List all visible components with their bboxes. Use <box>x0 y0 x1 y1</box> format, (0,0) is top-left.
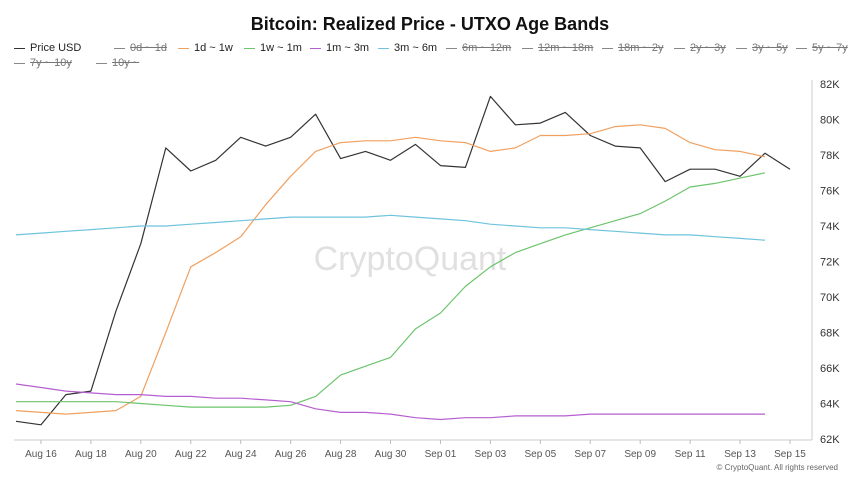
y-tick-label: 78K <box>820 150 840 162</box>
legend-label: 1w ~ 1m <box>260 42 302 54</box>
y-axis: 62K 64K 66K 68K 70K 72K 74K 76K 78K 80K 82K <box>820 79 840 446</box>
x-tick-label: Sep 15 <box>774 449 806 460</box>
legend-item[interactable]: 1w ~ 1m <box>244 42 302 54</box>
x-tick-label: Sep 11 <box>675 449 706 460</box>
legend-item[interactable]: 3m ~ 6m <box>378 42 437 54</box>
legend-swatch <box>14 47 25 49</box>
legend-swatch <box>378 47 389 49</box>
series-line-1d-1w <box>15 124 766 415</box>
legend-item[interactable]: 5y ~ 7y <box>796 42 848 54</box>
x-axis: Aug 16 Aug 18 Aug 20 Aug 22 Aug 24 Aug 26 Aug … <box>25 440 806 460</box>
legend-item[interactable]: 3y ~ 5y <box>736 42 788 54</box>
legend-item[interactable]: 0d ~ 1d <box>114 42 167 54</box>
x-tick-label: Aug 28 <box>325 449 357 460</box>
legend-label: 2y ~ 3y <box>690 42 726 54</box>
legend-label: 6m ~ 12m <box>462 42 512 54</box>
x-tick-label: Aug 16 <box>25 449 57 460</box>
legend-label: 3m ~ 6m <box>394 42 438 54</box>
watermark: CryptoQuant <box>314 240 507 278</box>
x-tick-label: Aug 22 <box>175 449 207 460</box>
legend-item[interactable]: 12m ~ 18m <box>522 42 593 54</box>
series-line-1w-1m <box>16 172 766 408</box>
legend-swatch <box>602 47 613 49</box>
legend-label: 3y ~ 5y <box>752 42 788 54</box>
y-tick-label: 72K <box>820 257 840 269</box>
y-tick-label: 82K <box>820 79 840 91</box>
legend-label: 18m ~ 2y <box>618 42 664 54</box>
legend-label: 1d ~ 1w <box>194 42 233 54</box>
legend-swatch <box>736 47 747 49</box>
y-tick-label: 74K <box>820 221 840 233</box>
legend-label: 1m ~ 3m <box>326 42 370 54</box>
legend-item[interactable]: 18m ~ 2y <box>602 42 664 54</box>
legend-swatch <box>522 47 533 49</box>
series-line-1m-3m <box>15 383 765 421</box>
series-line-3m-6m <box>15 214 766 241</box>
series-lines <box>15 95 791 426</box>
y-tick-label: 76K <box>820 186 840 198</box>
legend-swatch <box>178 47 189 49</box>
legend-swatch <box>14 62 25 64</box>
x-tick-label: Sep 13 <box>724 449 756 460</box>
y-tick-label: 70K <box>820 292 840 304</box>
legend-label: 7y ~ 10y <box>30 57 72 69</box>
legend-swatch <box>796 47 807 49</box>
x-tick-label: Aug 30 <box>375 449 407 460</box>
legend-swatch <box>310 47 321 49</box>
legend-swatch <box>244 47 255 49</box>
legend-item[interactable]: 10y ~ <box>96 57 139 69</box>
legend-swatch <box>96 62 107 64</box>
x-tick-label: Aug 20 <box>125 449 157 460</box>
x-tick-label: Sep 09 <box>624 449 656 460</box>
y-tick-label: 68K <box>820 328 840 340</box>
chart-title: Bitcoin: Realized Price - UTXO Age Bands <box>250 14 610 34</box>
y-tick-label: 62K <box>820 434 840 446</box>
x-tick-label: Aug 18 <box>75 449 107 460</box>
legend-item[interactable]: 2y ~ 3y <box>674 42 726 54</box>
legend-item[interactable]: 1d ~ 1w <box>178 42 233 54</box>
y-tick-label: 80K <box>820 115 840 127</box>
x-tick-label: Sep 07 <box>574 449 606 460</box>
legend-swatch <box>446 47 457 49</box>
x-tick-label: Sep 03 <box>475 449 507 460</box>
legend-item[interactable]: 7y ~ 10y <box>14 57 72 69</box>
legend-label: 0d ~ 1d <box>130 42 168 54</box>
x-tick-label: Sep 05 <box>524 449 556 460</box>
copyright-text: © CryptoQuant. All rights reserved <box>716 463 839 472</box>
y-tick-label: 66K <box>820 363 840 375</box>
legend-label: Price USD <box>30 42 82 54</box>
legend-item[interactable]: 6m ~ 12m <box>446 42 511 54</box>
legend-item[interactable]: 1m ~ 3m <box>310 42 369 54</box>
x-tick-label: Sep 01 <box>425 449 457 460</box>
y-tick-label: 64K <box>820 399 840 411</box>
legend-item[interactable]: Price USD <box>14 42 81 54</box>
x-tick-label: Aug 24 <box>225 449 257 460</box>
legend-label: 12m ~ 18m <box>538 42 594 54</box>
legend-label: 10y ~ <box>112 57 140 69</box>
legend-label: 5y ~ 7y <box>812 42 848 54</box>
legend-swatch <box>674 47 685 49</box>
series-line-price-usd <box>15 95 791 426</box>
legend-swatch <box>114 47 125 49</box>
x-tick-label: Aug 26 <box>275 449 307 460</box>
